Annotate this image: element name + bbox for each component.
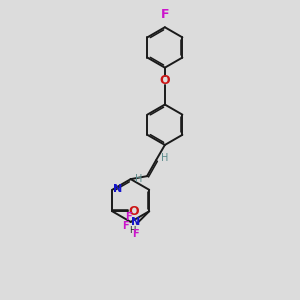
Text: F: F xyxy=(125,212,132,222)
Text: O: O xyxy=(128,205,139,218)
Text: H: H xyxy=(160,153,168,163)
Text: F: F xyxy=(132,229,139,239)
Text: N: N xyxy=(113,184,122,194)
Text: H: H xyxy=(135,173,143,184)
Text: N: N xyxy=(131,217,141,227)
Text: O: O xyxy=(160,74,170,87)
Text: H: H xyxy=(129,226,135,235)
Text: F: F xyxy=(160,8,169,21)
Text: F: F xyxy=(122,221,129,231)
